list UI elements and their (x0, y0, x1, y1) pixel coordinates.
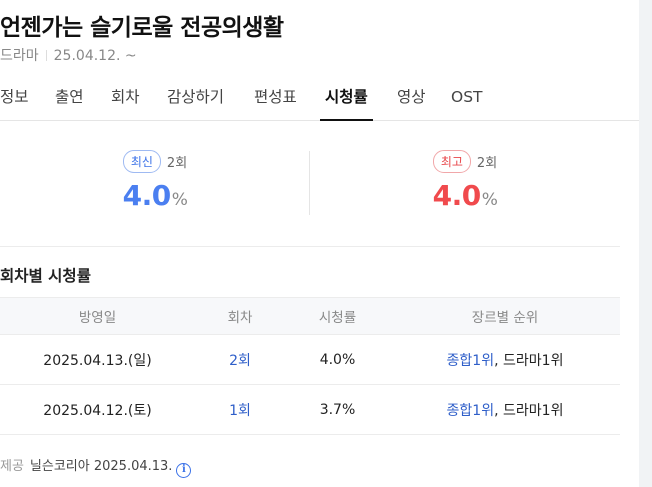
divider (45, 50, 47, 61)
highest-badge: 최고 (432, 150, 471, 173)
row-date: 2025.04.12.(토) (0, 384, 195, 435)
tab-ost[interactable]: OST (451, 88, 483, 106)
tab-info[interactable]: 정보 (0, 88, 29, 106)
highest-value-number: 4.0 (432, 179, 482, 212)
latest-rating-value: 4.0% (35, 179, 275, 212)
row-rating: 3.7% (285, 384, 390, 435)
genre-label: 드라마 (0, 48, 39, 64)
info-circle-icon[interactable]: i (176, 463, 192, 478)
tab-bar: 정보 출연 회차 감상하기 편성표 시청률 영상 OST (0, 73, 639, 121)
tab-videos[interactable]: 영상 (397, 88, 426, 106)
header-rating: 시청률 (285, 297, 390, 335)
source-name: 닐슨코리아 2025.04.13. (29, 459, 173, 474)
episode-link[interactable]: 1회 (229, 402, 251, 419)
header-air-date: 방영일 (0, 297, 195, 335)
genre-rank: 드라마1위 (503, 352, 564, 369)
source-label: 제공 (0, 459, 24, 474)
latest-badge: 최신 (122, 150, 161, 173)
header-genre-rank: 장르별 순위 (390, 297, 620, 335)
header-episode: 회차 (195, 297, 285, 335)
latest-value-number: 4.0 (122, 179, 172, 212)
highest-value-unit: % (481, 190, 498, 210)
row-rating: 4.0% (285, 334, 390, 385)
row-rank: 종합1위, 드라마1위 (390, 334, 620, 385)
latest-value-unit: % (171, 190, 188, 210)
table-row: 2025.04.13.(일) 2회 4.0% 종합1위, 드라마1위 (0, 334, 620, 385)
highest-episode: 2회 (476, 156, 498, 171)
latest-rating-block: 최신 2회 4.0% (35, 150, 275, 212)
highest-rating-value: 4.0% (345, 179, 585, 212)
data-source-footer: 제공 닐슨코리아 2025.04.13. i (0, 455, 192, 478)
section-divider (0, 246, 620, 247)
tab-watch[interactable]: 감상하기 (167, 88, 225, 106)
highest-rating-block: 최고 2회 4.0% (345, 150, 585, 212)
overall-rank-link[interactable]: 종합1위 (446, 352, 495, 369)
page-title: 언젠가는 슬기로울 전공의생활 (0, 15, 284, 41)
episode-link[interactable]: 2회 (229, 352, 251, 369)
genre-rank: 드라마1위 (503, 402, 564, 419)
stat-divider (309, 151, 310, 215)
table-header-row: 방영일 회차 시청률 장르별 순위 (0, 297, 620, 335)
section-title: 회차별 시청률 (0, 267, 91, 285)
table-row: 2025.04.12.(토) 1회 3.7% 종합1위, 드라마1위 (0, 384, 620, 435)
rank-separator: , (494, 352, 499, 369)
tab-schedule[interactable]: 편성표 (254, 88, 297, 106)
tab-episodes[interactable]: 회차 (111, 88, 140, 106)
air-date: 25.04.12. ~ (53, 48, 137, 64)
overall-rank-link[interactable]: 종합1위 (446, 402, 495, 419)
row-date: 2025.04.13.(일) (0, 334, 195, 385)
tab-cast[interactable]: 출연 (55, 88, 84, 106)
row-rank: 종합1위, 드라마1위 (390, 384, 620, 435)
subtitle-line: 드라마 25.04.12. ~ (0, 45, 137, 65)
ratings-table: 방영일 회차 시청률 장르별 순위 2025.04.13.(일) 2회 4.0%… (0, 297, 620, 435)
tab-ratings[interactable]: 시청률 (320, 73, 373, 121)
rank-separator: , (494, 402, 499, 419)
latest-episode: 2회 (166, 156, 188, 171)
